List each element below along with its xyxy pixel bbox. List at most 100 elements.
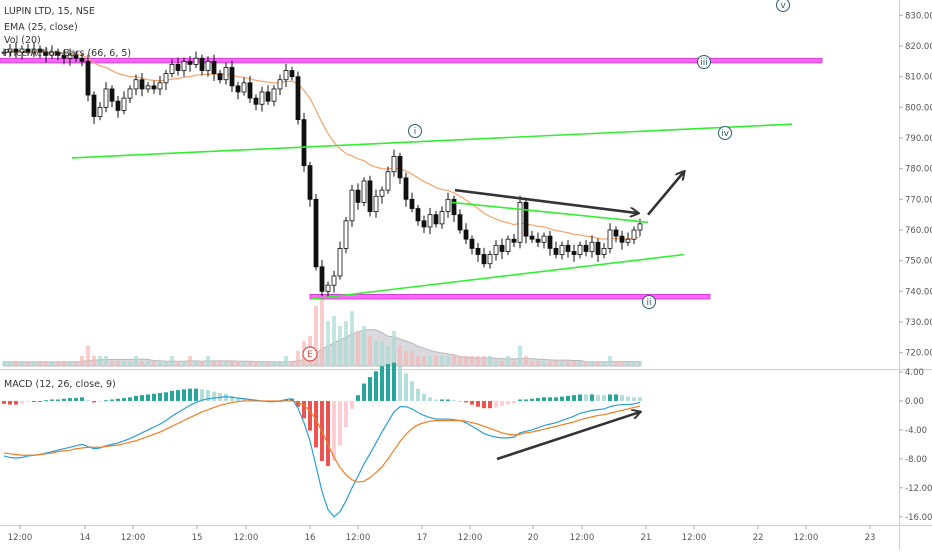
candle [541, 232, 547, 249]
candle-body [211, 60, 217, 74]
candle-body [469, 238, 475, 249]
candle [109, 85, 115, 108]
macd-histogram-bar [632, 397, 636, 401]
macd-histogram-bar [566, 395, 570, 401]
candle [187, 56, 193, 72]
candle [121, 91, 127, 115]
candle [397, 152, 403, 184]
volume-bar [218, 361, 222, 366]
candle-body [67, 54, 73, 59]
candle-body [565, 244, 571, 252]
candle [175, 57, 181, 76]
price-tick-label: 730.00 [905, 318, 932, 328]
time-tick-label: 20 [528, 533, 539, 543]
candle-body [73, 54, 79, 59]
macd-histogram-bar [2, 400, 6, 404]
time-tick-label: 21 [641, 533, 652, 543]
candle [337, 241, 343, 280]
candle-body [403, 177, 409, 200]
candle-body [151, 85, 157, 90]
macd-histogram-bar [236, 397, 240, 401]
macd-histogram-bar [44, 400, 48, 402]
volume-bar [116, 361, 120, 366]
wave-label-ii: ii [642, 295, 656, 309]
candle-body [31, 48, 37, 53]
candle [313, 194, 319, 271]
candle [373, 189, 379, 218]
candle-body [91, 94, 97, 117]
candle [67, 48, 73, 66]
candle [7, 43, 13, 58]
candle [529, 230, 535, 243]
candle-body [415, 208, 421, 222]
time-tick-label: 17 [417, 533, 428, 543]
volume-bar [452, 356, 456, 366]
candle [469, 235, 475, 255]
macd-tick-label: -12.00 [905, 484, 932, 494]
candle-body [145, 85, 151, 90]
candle-body [7, 48, 13, 53]
macd-tick-label: 0.00 [905, 397, 924, 407]
candle [301, 112, 307, 172]
candle-body [541, 235, 547, 243]
symbol-legend: LUPIN LTD, 15, NSE [4, 6, 95, 17]
price-tick-label: 820.00 [905, 42, 932, 52]
macd-line [3, 396, 641, 518]
candle-body [235, 85, 241, 93]
macd-histogram-bar [422, 393, 426, 401]
earnings-circle [302, 346, 318, 362]
volume-bar [344, 321, 348, 366]
candle-body [571, 251, 577, 255]
candle [583, 240, 589, 257]
macd-histogram-bar [308, 400, 312, 431]
macd-histogram-bar [512, 400, 516, 404]
volume-bar [482, 356, 486, 366]
volume-bar [356, 331, 360, 366]
macd-histogram-bar [554, 397, 558, 401]
volume-bar [230, 361, 234, 366]
candle-body [1, 51, 7, 54]
volume-bar [260, 361, 264, 366]
candle [553, 241, 559, 259]
candle [595, 238, 601, 262]
candle [151, 80, 157, 94]
volume-bar [458, 356, 462, 366]
volume-bar [380, 341, 384, 366]
macd-histogram-bar [368, 377, 372, 401]
macd-histogram-bar [56, 399, 60, 401]
volume-bar [554, 361, 558, 366]
macd-histogram-bar [224, 393, 228, 401]
candle-body [115, 100, 121, 111]
candle [547, 230, 553, 256]
volume-bar [248, 361, 252, 366]
volume-bar [566, 361, 570, 366]
macd-histogram-bar [572, 395, 576, 401]
price-tick-label: 740.00 [905, 287, 932, 297]
candle [31, 42, 37, 58]
candle [439, 206, 445, 229]
candle [319, 260, 325, 297]
volume-bar [320, 296, 324, 366]
volume-bar [542, 361, 546, 366]
candle [499, 238, 505, 259]
price-panel [0, 0, 899, 368]
candle [379, 186, 385, 204]
candle [481, 247, 487, 268]
candle [265, 85, 271, 105]
candle [343, 217, 349, 254]
candle-body [157, 82, 163, 90]
candle-body [259, 91, 265, 105]
macd-histogram-bar [614, 394, 618, 401]
candle-body [85, 60, 91, 96]
macd-histogram-bar [560, 396, 564, 401]
candle-body [217, 73, 223, 81]
volume-bar [500, 361, 504, 366]
macd-histogram-bar [326, 400, 330, 467]
candle [127, 85, 133, 104]
candle [241, 77, 247, 96]
candle [25, 43, 31, 56]
candle-body [283, 70, 289, 81]
candle-body [637, 223, 643, 231]
volume-bar [620, 361, 624, 366]
